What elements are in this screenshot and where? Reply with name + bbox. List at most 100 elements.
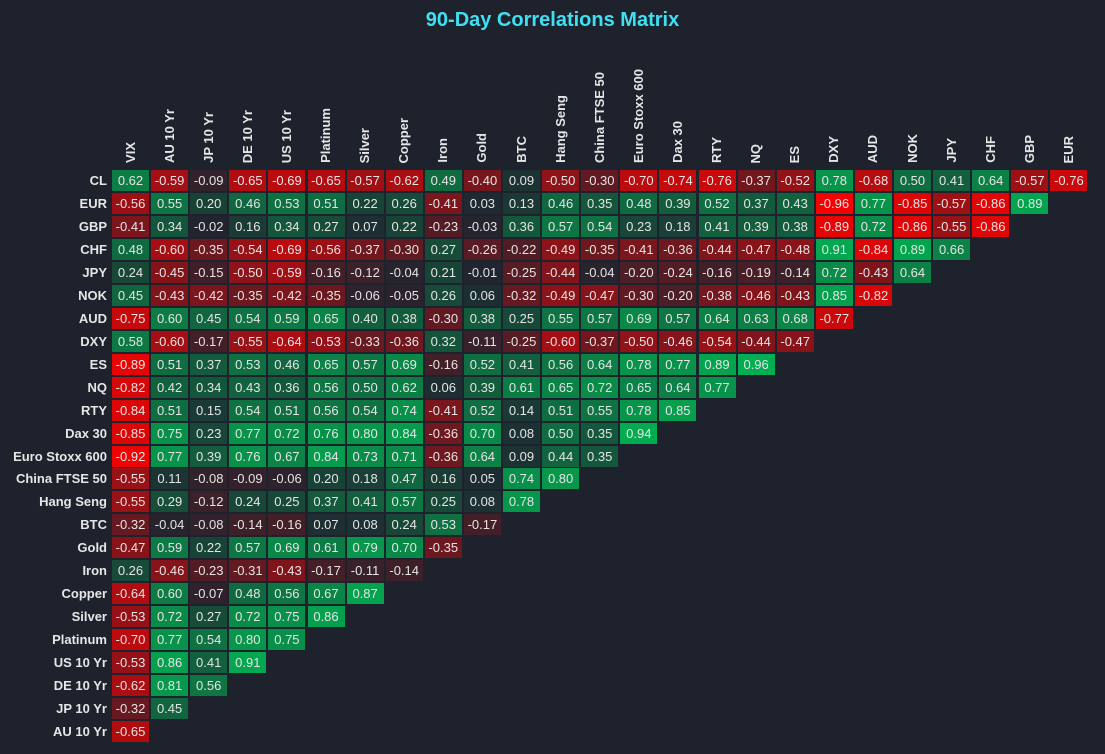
row-label: Platinum: [52, 632, 107, 648]
heatmap-cell: 0.48: [229, 583, 267, 605]
heatmap-cell: -0.01: [463, 261, 501, 283]
column-label: Copper: [396, 117, 412, 164]
row-label: JP 10 Yr: [56, 701, 107, 717]
heatmap-cell: 0.60: [151, 307, 189, 329]
column-label: AU 10 Yr: [161, 109, 177, 163]
heatmap-cell: 0.77: [151, 629, 189, 651]
heatmap-cell: 0.45: [190, 307, 228, 329]
heatmap-cell: 0.40: [346, 307, 384, 329]
heatmap-cell: -0.36: [424, 445, 462, 467]
heatmap-cell: 0.89: [698, 353, 736, 375]
heatmap-cell: 0.08: [346, 514, 384, 536]
heatmap-cell: 0.78: [503, 491, 540, 513]
heatmap-cell: 0.09: [503, 170, 540, 191]
column-label: DE 10 Yr: [239, 109, 255, 163]
heatmap-cell: -0.57: [933, 192, 971, 214]
heatmap-cell: 0.25: [503, 307, 540, 329]
heatmap-cell: 0.57: [659, 307, 697, 329]
heatmap-cell: 0.36: [503, 215, 540, 237]
heatmap-cell: -0.43: [854, 261, 892, 283]
heatmap-cell: 0.78: [620, 399, 658, 421]
heatmap-cell: 0.64: [972, 170, 1010, 191]
heatmap-cell: 0.81: [151, 675, 189, 697]
heatmap-cell: 0.24: [112, 261, 149, 283]
column-label: NOK: [904, 134, 920, 163]
heatmap-cell: -0.49: [542, 284, 580, 306]
column-label: AUD: [865, 134, 881, 163]
heatmap-cell: 0.51: [542, 399, 580, 421]
row-label: DXY: [80, 333, 107, 349]
heatmap-cell: 0.86: [151, 652, 189, 674]
heatmap-cell: 0.36: [268, 376, 306, 398]
heatmap-cell: 0.79: [346, 537, 384, 559]
heatmap-cell: 0.65: [620, 376, 658, 398]
heatmap-cell: 0.78: [815, 170, 853, 191]
column-label: US 10 Yr: [278, 109, 294, 163]
heatmap-cell: 0.72: [581, 376, 619, 398]
heatmap-cell: -0.60: [542, 330, 580, 352]
heatmap-cell: 0.23: [190, 422, 228, 444]
heatmap-cell: -0.44: [542, 261, 580, 283]
heatmap-cell: 0.05: [463, 468, 501, 490]
heatmap-cell: -0.84: [854, 238, 892, 260]
heatmap-cell: -0.82: [854, 284, 892, 306]
heatmap-cell: -0.46: [151, 560, 189, 582]
heatmap-cell: -0.09: [229, 468, 267, 490]
heatmap-cell: 0.89: [1011, 192, 1049, 214]
heatmap-cell: -0.44: [737, 330, 775, 352]
heatmap-cell: 0.42: [151, 376, 189, 398]
heatmap-cell: 0.38: [776, 215, 814, 237]
heatmap-cell: 0.46: [542, 192, 580, 214]
heatmap-cell: 0.74: [385, 399, 423, 421]
heatmap-cell: -0.41: [112, 215, 149, 237]
heatmap-cell: -0.11: [346, 560, 384, 582]
heatmap-cell: 0.51: [151, 399, 189, 421]
heatmap-cell: 0.26: [385, 192, 423, 214]
heatmap-cell: -0.30: [424, 307, 462, 329]
heatmap-cell: 0.51: [268, 399, 306, 421]
heatmap-cell: 0.24: [385, 514, 423, 536]
heatmap-cell: 0.65: [542, 376, 580, 398]
heatmap-cell: -0.06: [346, 284, 384, 306]
heatmap-cell: -0.12: [190, 491, 228, 513]
heatmap-cell: 0.45: [112, 284, 149, 306]
heatmap-cell: -0.54: [698, 330, 736, 352]
heatmap-cell: 0.46: [268, 353, 306, 375]
heatmap-cell: -0.60: [151, 330, 189, 352]
heatmap-cell: -0.77: [815, 307, 853, 329]
row-label: Iron: [82, 563, 107, 579]
heatmap-cell: 0.51: [151, 353, 189, 375]
heatmap-cell: 0.57: [581, 307, 619, 329]
heatmap-cell: -0.44: [698, 238, 736, 260]
heatmap-cell: 0.20: [190, 192, 228, 214]
heatmap-cell: 0.50: [346, 376, 384, 398]
heatmap-cell: 0.37: [737, 192, 775, 214]
column-label: Hang Seng: [552, 95, 568, 163]
heatmap-cell: 0.32: [424, 330, 462, 352]
heatmap-cell: 0.35: [581, 445, 619, 467]
column-label: ES: [787, 145, 803, 163]
heatmap-cell: -0.46: [737, 284, 775, 306]
heatmap-cell: -0.30: [385, 238, 423, 260]
heatmap-cell: 0.23: [620, 215, 658, 237]
heatmap-cell: 0.38: [463, 307, 501, 329]
heatmap-cell: 0.67: [268, 445, 306, 467]
row-label: CHF: [80, 241, 107, 257]
row-label: BTC: [80, 517, 107, 533]
heatmap-cell: 0.21: [424, 261, 462, 283]
heatmap-cell: 0.53: [424, 514, 462, 536]
heatmap-cell: -0.38: [698, 284, 736, 306]
column-label: VIX: [122, 142, 138, 163]
heatmap-cell: -0.69: [268, 238, 306, 260]
heatmap-cell: 0.65: [307, 353, 345, 375]
heatmap-cell: -0.50: [229, 261, 267, 283]
row-label: Copper: [61, 586, 108, 602]
heatmap-cell: -0.59: [268, 261, 306, 283]
heatmap-cell: 0.45: [151, 698, 189, 720]
heatmap-cell: -0.43: [151, 284, 189, 306]
heatmap-cell: -0.53: [307, 330, 345, 352]
heatmap-cell: -0.16: [307, 261, 345, 283]
heatmap-cell: -0.15: [190, 261, 228, 283]
column-label: Euro Stoxx 600: [630, 69, 646, 163]
heatmap-cell: -0.76: [1050, 170, 1088, 191]
